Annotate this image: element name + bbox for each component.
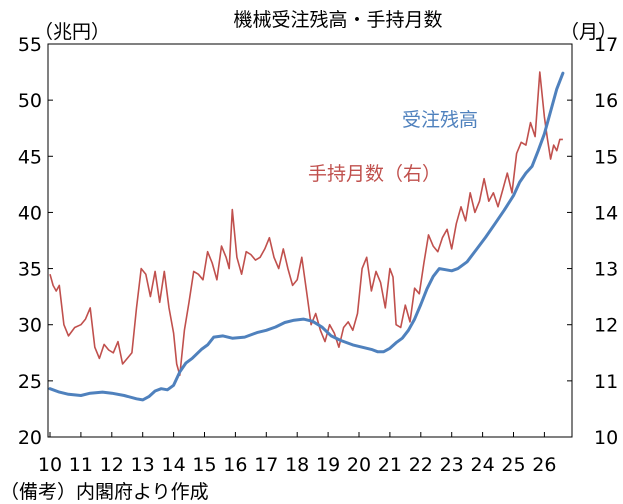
x-tick-label: 21	[378, 454, 402, 476]
left-tick-label: 35	[18, 259, 42, 281]
right-axis-unit: （月）	[560, 21, 617, 43]
x-tick-label: 16	[223, 454, 247, 476]
left-tick-label: 55	[18, 34, 42, 56]
x-tick-label: 12	[100, 454, 124, 476]
series-label-months: 手持月数（右）	[308, 163, 441, 185]
right-tick-label: 15	[594, 146, 618, 168]
x-tick-label: 23	[440, 454, 464, 476]
right-tick-label: 16	[594, 90, 618, 112]
right-tick-label: 17	[594, 34, 618, 56]
right-tick-label: 13	[594, 259, 618, 281]
left-tick-label: 45	[18, 146, 42, 168]
left-axis-unit: （兆円）	[34, 21, 110, 43]
series-label-backlog: 受注残高	[402, 109, 478, 131]
x-tick-label: 17	[254, 454, 278, 476]
x-tick-label: 14	[162, 454, 186, 476]
x-tick-label: 25	[501, 454, 525, 476]
series-line-months	[49, 71, 563, 376]
source-note: （備考）内閣府より作成	[0, 481, 209, 503]
x-tick-label: 11	[69, 454, 93, 476]
x-axis-ticks: 10 11 12 13 14 15 16 17 18 19 20 21 22 23 24 25 26	[38, 432, 556, 476]
x-tick-label: 24	[471, 454, 495, 476]
x-tick-label: 22	[409, 454, 433, 476]
series-line-backlog	[48, 71, 565, 402]
plot-frame	[47, 43, 573, 438]
x-tick-label: 15	[192, 454, 216, 476]
left-tick-label: 20	[18, 427, 42, 449]
right-tick-label: 11	[594, 371, 618, 393]
x-tick-label: 13	[131, 454, 155, 476]
left-tick-label: 50	[18, 90, 42, 112]
x-tick-label: 20	[347, 454, 371, 476]
left-tick-label: 25	[18, 371, 42, 393]
left-axis-ticks: 20 25 30 35 40 45 50 55	[18, 34, 53, 449]
x-tick-label: 18	[285, 454, 309, 476]
left-tick-label: 40	[18, 202, 42, 224]
right-tick-label: 10	[594, 427, 618, 449]
chart-title: 機械受注残高・手持月数	[233, 9, 442, 31]
x-tick-label: 10	[38, 454, 62, 476]
right-tick-label: 12	[594, 315, 618, 337]
left-tick-label: 30	[18, 315, 42, 337]
right-axis-ticks: 10 11 12 13 14 15 16 17	[567, 34, 618, 449]
right-tick-label: 14	[594, 202, 618, 224]
x-tick-label: 19	[316, 454, 340, 476]
x-tick-label: 26	[532, 454, 556, 476]
